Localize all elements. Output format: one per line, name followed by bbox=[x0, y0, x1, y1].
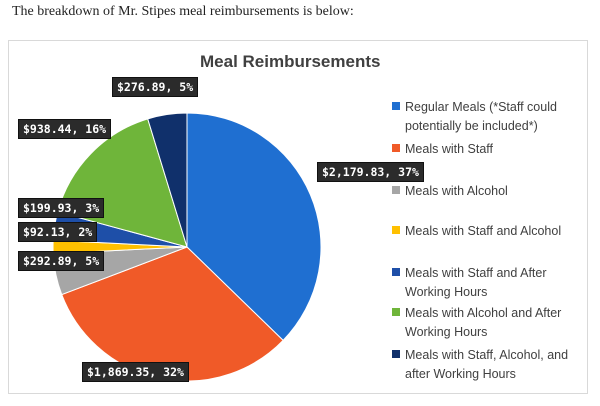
legend-label: Meals with Alcohol bbox=[405, 184, 508, 198]
intro-text: The breakdown of Mr. Stipes meal reimbur… bbox=[12, 4, 354, 19]
pie-slice-1 bbox=[186, 112, 322, 342]
legend-swatch bbox=[392, 226, 400, 234]
pie-slice-7 bbox=[147, 112, 188, 248]
legend-swatch bbox=[392, 308, 400, 316]
data-label: $276.89, 5% bbox=[112, 77, 199, 97]
legend-swatch bbox=[392, 186, 400, 194]
legend-label: Regular Meals (*Staff could potentially … bbox=[405, 100, 557, 133]
data-label: $1,869.35, 32% bbox=[82, 362, 189, 382]
legend-swatch bbox=[392, 350, 400, 358]
legend-label: Meals with Staff and Alcohol bbox=[405, 224, 562, 238]
data-label: $92.13, 2% bbox=[18, 222, 98, 242]
legend-label: Meals with Staff and After Working Hours bbox=[405, 266, 547, 299]
legend-label: Meals with Staff bbox=[405, 142, 494, 156]
legend-label: Meals with Alcohol and After Working Hou… bbox=[405, 306, 562, 339]
data-label: $199.93, 3% bbox=[18, 198, 105, 218]
legend-swatch bbox=[392, 268, 400, 276]
data-label: $2,179.83, 37% bbox=[317, 162, 424, 182]
chart-title: Meal Reimbursements bbox=[200, 52, 381, 71]
legend-label: Meals with Staff, Alcohol, and after Wor… bbox=[405, 348, 569, 381]
legend-swatch bbox=[392, 102, 400, 110]
data-label: $292.89, 5% bbox=[18, 251, 105, 271]
legend-swatch bbox=[392, 144, 400, 152]
data-label: $938.44, 16% bbox=[18, 119, 112, 139]
